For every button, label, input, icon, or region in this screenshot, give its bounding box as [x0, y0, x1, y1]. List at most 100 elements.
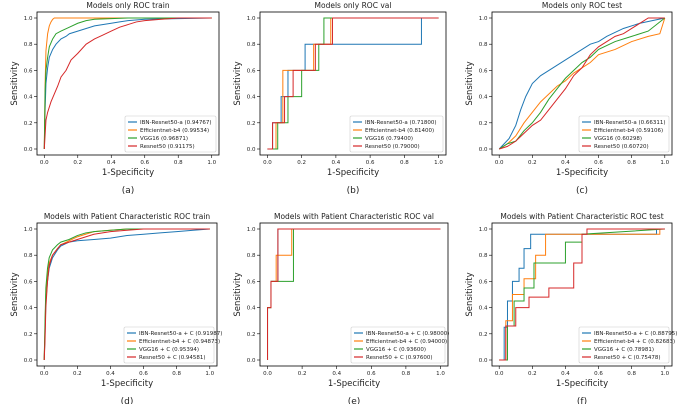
y-tick-label: 1.0: [479, 16, 488, 22]
legend: IBN-Resnet50-a (0.66311) Efficientnet-b4 …: [578, 115, 670, 153]
legend-entry: IBN-Resnet50-a + C (0.88795): [594, 331, 677, 337]
panel-title: Models only ROC test: [542, 1, 622, 10]
x-axis-label: 1-Specificity: [101, 379, 153, 389]
roc-panel-4: Models with Patient Characteristic ROC t…: [10, 212, 222, 404]
legend-entry: VGG16 + C (0.95394): [139, 347, 199, 353]
x-tick-label: 0.0: [263, 371, 272, 377]
roc-line-res: [267, 228, 441, 360]
panel-title: Models with Patient Characteristic ROC v…: [274, 212, 434, 221]
panel-title: Models with Patient Characteristic ROC t…: [44, 212, 211, 221]
axes-frame: [36, 222, 218, 367]
legend-entry: Resnet50 (0.91175): [140, 144, 195, 150]
y-tick-label: 1.0: [479, 227, 488, 233]
x-tick-label: 0.4: [332, 160, 341, 166]
x-tick-label: 0.4: [107, 160, 116, 166]
y-axis-label: Sensitivity: [233, 61, 243, 105]
legend-entry: Resnet50 (0.79000): [365, 144, 420, 150]
x-tick-label: 0.8: [172, 371, 181, 377]
y-tick-label: 0.0: [247, 147, 256, 153]
axes-frame: [491, 222, 673, 367]
y-tick-label: 0.4: [24, 95, 33, 101]
legend: IBN-Resnet50-a (0.71800) Efficientnet-b4 …: [349, 115, 444, 153]
x-tick-label: 0.4: [106, 371, 115, 377]
y-tick-label: 1.0: [24, 16, 33, 22]
roc-line-vgg: [267, 17, 439, 150]
y-tick-label: 0.8: [479, 253, 488, 259]
y-tick-label: 0.4: [247, 95, 256, 101]
y-tick-label: 0.6: [479, 279, 488, 285]
roc-panel-3: Models only ROC test 0.0 0.0 0.2 0.2 0.4 0.4 0.…: [465, 1, 673, 196]
legend-entry: VGG16 + C (0.93600): [366, 347, 426, 353]
x-tick-label: 0.0: [495, 160, 504, 166]
legend-entry: Efficientnet-b4 (0.99534): [140, 128, 209, 134]
x-tick-label: 0.6: [139, 371, 148, 377]
roc-line-res: [43, 17, 212, 150]
x-tick-label: 1.0: [660, 371, 669, 377]
axes-frame: [491, 11, 673, 156]
roc-line-res: [499, 17, 665, 150]
x-tick-label: 0.2: [73, 160, 82, 166]
x-axis-label: 1-Specificity: [327, 168, 379, 178]
x-tick-label: 0.8: [174, 160, 183, 166]
y-tick-label: 0.4: [479, 95, 488, 101]
legend-box: [578, 115, 670, 153]
y-tick-label: 1.0: [24, 227, 33, 233]
axes-frame: [259, 11, 447, 156]
y-tick-label: 0.8: [247, 253, 256, 259]
roc-line-res: [499, 228, 665, 361]
axes-frame: [259, 222, 449, 367]
y-axis-label: Sensitivity: [465, 61, 475, 105]
roc-line-eff: [499, 228, 665, 361]
legend-entry: IBN-Resnet50-a (0.71800): [365, 120, 436, 126]
x-axis-label: 1-Specificity: [556, 168, 608, 178]
x-tick-label: 0.2: [528, 371, 537, 377]
y-tick-label: 0.0: [24, 147, 33, 153]
y-tick-label: 0.2: [479, 332, 488, 338]
y-tick-label: 0.2: [247, 332, 256, 338]
x-axis-label: 1-Specificity: [102, 168, 154, 178]
legend: IBN-Resnet50-a (0.94767) Efficientnet-b4 …: [124, 115, 217, 153]
x-tick-label: 0.0: [40, 371, 49, 377]
y-tick-label: 1.0: [247, 16, 256, 22]
legend-entry: VGG16 + C (0.78981): [594, 347, 654, 353]
y-tick-label: 0.6: [479, 68, 488, 74]
legend-box: [123, 326, 215, 364]
roc-line-res: [267, 17, 439, 150]
x-tick-label: 0.0: [263, 160, 272, 166]
panel-label: (a): [122, 186, 135, 196]
panel-label: (f): [577, 397, 587, 404]
y-tick-label: 0.0: [247, 358, 256, 364]
legend-entry: Efficientnet-b4 (0.59106): [594, 128, 663, 134]
roc-line-vgg: [43, 17, 212, 150]
panel-label: (d): [121, 397, 134, 404]
legend-entry: Resnet50 (0.60720): [594, 144, 649, 150]
legend-box: [350, 326, 446, 364]
y-tick-label: 0.2: [479, 121, 488, 127]
legend-entry: VGG16 (0.96871): [140, 136, 188, 142]
legend-box: [124, 115, 217, 153]
legend-box: [578, 326, 670, 364]
x-tick-label: 0.6: [366, 160, 375, 166]
x-tick-label: 0.0: [40, 160, 49, 166]
x-tick-label: 1.0: [207, 160, 216, 166]
x-tick-label: 0.6: [140, 160, 149, 166]
legend-entry: Resnet50 + C (0.75478): [594, 355, 661, 361]
x-tick-label: 0.4: [561, 160, 570, 166]
y-tick-label: 0.8: [24, 42, 33, 48]
y-tick-label: 0.0: [479, 147, 488, 153]
legend: IBN-Resnet50-a + C (0.91987) Efficientnet…: [123, 326, 222, 364]
x-tick-label: 0.6: [367, 371, 376, 377]
x-tick-label: 1.0: [436, 371, 445, 377]
panel-label: (c): [576, 186, 588, 196]
roc-panel-1: Models only ROC train 0.0 0.0 0.2 0.2 0.4 0.4 0…: [10, 1, 220, 196]
legend-entry: VGG16 (0.60298): [594, 136, 642, 142]
roc-panel-2: Models only ROC val 0.0 0.0 0.2 0.2 0.4 0.4 0.6…: [233, 1, 447, 196]
legend-box: [349, 115, 444, 153]
x-tick-label: 0.4: [561, 371, 570, 377]
y-tick-label: 0.6: [24, 68, 33, 74]
roc-line-ibn: [43, 17, 212, 150]
x-tick-label: 1.0: [434, 160, 443, 166]
y-tick-label: 0.8: [247, 42, 256, 48]
roc-line-eff: [498, 17, 666, 150]
